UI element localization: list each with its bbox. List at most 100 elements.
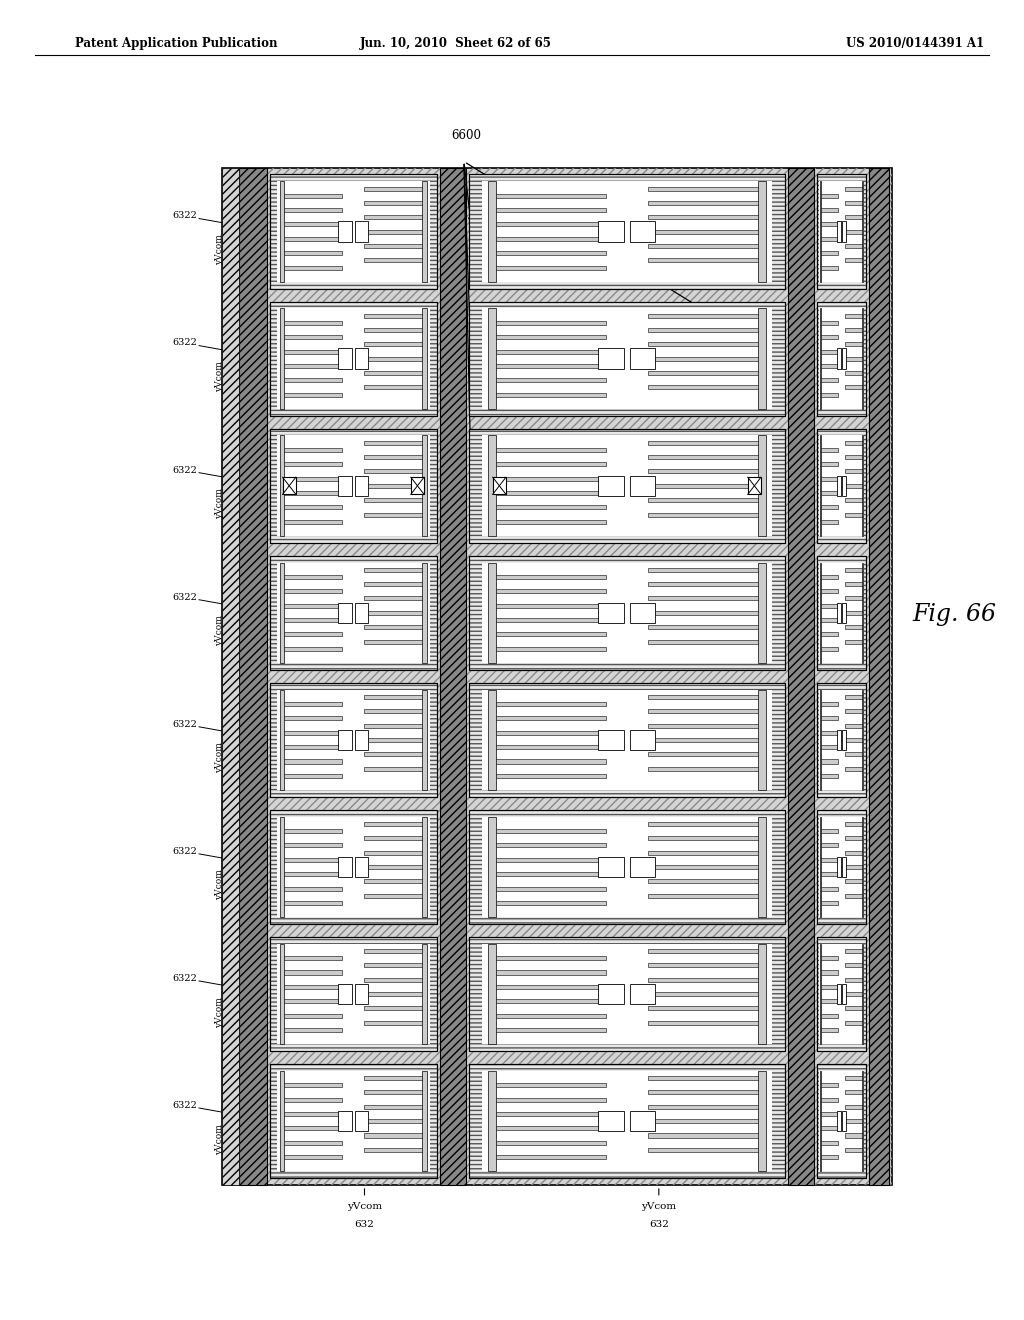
Bar	[648, 568, 758, 572]
Bar	[648, 512, 758, 516]
Bar	[817, 809, 866, 924]
Bar	[365, 470, 423, 474]
Bar	[481, 436, 772, 536]
Bar	[338, 222, 351, 242]
Text: 6322: 6322	[172, 338, 197, 347]
Bar	[365, 230, 423, 234]
Bar	[276, 562, 430, 663]
Bar	[648, 470, 758, 474]
Text: 6322: 6322	[172, 1101, 197, 1110]
Bar	[355, 602, 369, 623]
Bar	[285, 1014, 342, 1018]
Bar	[648, 230, 758, 234]
Bar	[845, 1119, 862, 1123]
Bar	[270, 809, 436, 924]
Bar	[648, 1020, 758, 1024]
Bar	[862, 1071, 863, 1171]
Bar	[817, 937, 866, 1051]
Bar	[821, 774, 839, 777]
Bar	[845, 1105, 862, 1109]
Bar	[862, 689, 863, 791]
Bar	[838, 602, 841, 623]
Bar	[276, 944, 430, 1044]
Bar	[648, 723, 758, 727]
Bar	[496, 843, 606, 847]
Bar	[355, 222, 369, 242]
Bar	[469, 429, 784, 543]
Bar	[365, 186, 423, 190]
Bar	[821, 223, 839, 227]
Bar	[365, 512, 423, 516]
Bar	[842, 857, 846, 878]
Bar	[842, 983, 846, 1005]
Bar	[845, 738, 862, 742]
Bar	[821, 392, 839, 397]
Bar	[496, 506, 606, 510]
Bar	[648, 709, 758, 713]
Bar	[270, 301, 436, 416]
Bar	[648, 993, 758, 997]
Bar	[817, 809, 866, 924]
Bar	[270, 1064, 436, 1179]
Bar	[869, 168, 889, 1184]
Bar	[821, 744, 839, 750]
Bar	[423, 1071, 427, 1171]
Bar	[285, 603, 342, 607]
Bar	[821, 603, 839, 607]
Bar	[648, 1119, 758, 1123]
Bar	[285, 462, 342, 466]
Bar	[821, 887, 839, 891]
Bar	[862, 309, 863, 409]
Bar	[842, 1111, 846, 1131]
Bar	[648, 626, 758, 630]
Bar	[488, 562, 496, 663]
Bar	[496, 970, 606, 974]
Bar	[365, 201, 423, 205]
Bar	[845, 626, 862, 630]
Bar	[276, 436, 430, 536]
Bar	[496, 209, 606, 213]
Bar	[821, 829, 839, 833]
Bar	[496, 759, 606, 763]
Bar	[819, 689, 864, 791]
Bar	[285, 265, 342, 269]
Bar	[469, 682, 784, 797]
Bar	[817, 301, 866, 416]
Bar	[270, 429, 436, 543]
Bar	[469, 809, 784, 924]
Bar	[239, 168, 267, 1184]
Bar	[648, 342, 758, 346]
Bar	[821, 717, 839, 721]
Bar	[845, 640, 862, 644]
Bar	[469, 174, 784, 289]
Bar	[365, 767, 423, 771]
Bar	[845, 259, 862, 263]
Bar	[481, 181, 772, 282]
Bar	[845, 694, 862, 698]
Bar	[355, 857, 369, 878]
Text: 6322: 6322	[172, 974, 197, 983]
Bar	[845, 993, 862, 997]
Bar	[845, 1076, 862, 1080]
Bar	[842, 475, 846, 496]
Bar	[820, 562, 821, 663]
Bar	[845, 314, 862, 318]
Bar	[285, 379, 342, 383]
Bar	[838, 730, 841, 750]
Bar	[648, 964, 758, 968]
Bar	[845, 215, 862, 219]
Bar	[281, 689, 285, 791]
Bar	[648, 371, 758, 375]
Bar	[469, 1064, 784, 1179]
Bar	[285, 589, 342, 593]
Bar	[748, 478, 761, 495]
Bar	[821, 251, 839, 255]
Bar	[821, 843, 839, 847]
Bar	[630, 602, 655, 623]
Bar	[365, 709, 423, 713]
Bar	[488, 944, 496, 1044]
Bar	[496, 1084, 606, 1088]
Bar	[276, 817, 430, 917]
Bar	[469, 809, 784, 924]
Bar	[365, 1020, 423, 1024]
